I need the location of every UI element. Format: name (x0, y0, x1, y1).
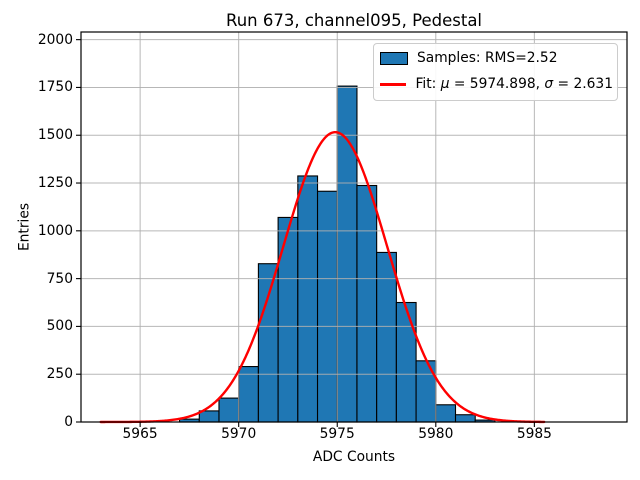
y-tick-label: 500 (46, 318, 73, 335)
chart-title: Run 673, channel095, Pedestal (225, 11, 483, 30)
y-tick-label: 1000 (37, 222, 73, 239)
histogram-bar (297, 175, 319, 423)
histogram-bar (356, 184, 378, 423)
y-tick-label: 0 (64, 414, 73, 430)
histogram-bar (395, 301, 417, 423)
y-tick-label: 750 (46, 270, 73, 287)
y-tick-label: 250 (46, 366, 73, 383)
histogram-bar (454, 414, 476, 423)
axes-border (80, 31, 628, 423)
histogram-bar (376, 251, 397, 423)
fit-line-swatch-icon (380, 82, 407, 86)
y-tick-label: 1250 (37, 175, 73, 191)
legend-fit-label: Fit: μ = 5974.898, σ = 2.631 (415, 75, 613, 92)
legend-row-fit: Fit: μ = 5974.898, σ = 2.631 (380, 72, 613, 98)
legend-samples-label: Samples: RMS=2.52 (417, 50, 558, 67)
histogram-bar (336, 85, 358, 423)
x-tick-label: 5965 (122, 426, 158, 442)
x-tick-label: 5985 (516, 426, 552, 442)
histogram-bar (198, 410, 220, 423)
x-tick-label: 5975 (319, 426, 355, 442)
histogram-swatch-icon (380, 52, 408, 66)
legend: Samples: RMS=2.52 Fit: μ = 5974.898, σ =… (373, 43, 618, 101)
legend-row-samples: Samples: RMS=2.52 (380, 46, 613, 72)
y-tick-label: 1750 (37, 79, 73, 96)
y-tick-label: 1500 (37, 127, 73, 144)
fit-curve (99, 130, 546, 424)
histogram-bar (238, 366, 259, 423)
y-tick-label: 2000 (37, 31, 73, 48)
histogram-bar (435, 404, 457, 423)
x-tick-label: 5980 (418, 426, 454, 442)
histogram-bar (218, 397, 240, 423)
histogram-bar (316, 190, 338, 423)
histogram-bar (415, 360, 437, 423)
x-tick-label: 5970 (221, 426, 257, 442)
x-axis-label: ADC Counts (312, 449, 396, 465)
histogram-bar (257, 263, 279, 423)
histogram-bar (277, 216, 299, 423)
